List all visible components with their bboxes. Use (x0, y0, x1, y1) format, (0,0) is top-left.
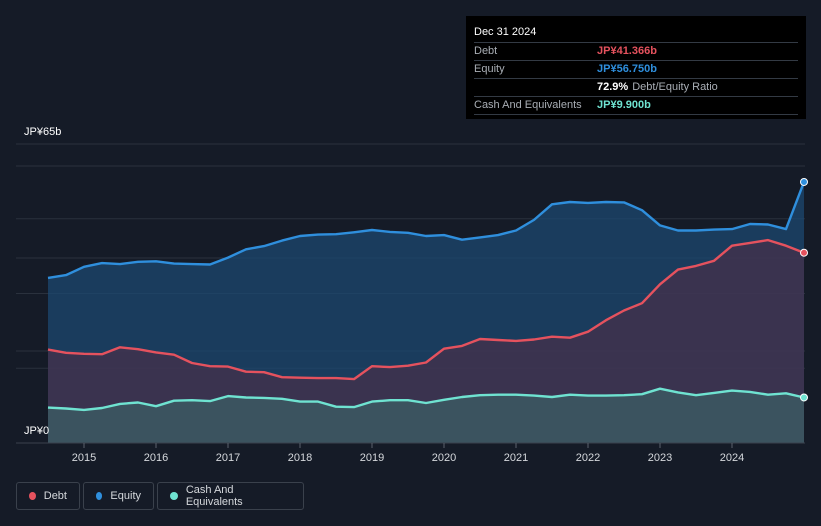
y-axis-max-label: JP¥65b (24, 126, 62, 138)
legend-label: Debt (43, 490, 67, 502)
x-tick-label: 2021 (504, 452, 528, 464)
tooltip-label: Cash And Equivalents (474, 99, 582, 111)
cash-and-equivalents-line (47, 387, 805, 412)
equity-dot-icon (96, 492, 103, 500)
tooltip-value: JP¥56.750b (597, 63, 657, 75)
debt-endpoint (800, 248, 808, 257)
debt-area (48, 240, 804, 443)
tooltip-row-equity: Equity JP¥56.750b (474, 60, 798, 78)
x-tick-label: 2023 (648, 452, 672, 464)
tooltip-label: Debt (474, 45, 498, 57)
equity-endpoint (800, 177, 808, 186)
x-tick-label: 2019 (360, 452, 384, 464)
legend-item-cash[interactable]: Cash And Equivalents (157, 482, 304, 510)
x-tick-label: 2015 (72, 452, 96, 464)
x-tick-label: 2022 (576, 452, 600, 464)
tooltip-row-cash: Cash And Equivalents JP¥9.900b (474, 96, 798, 115)
tooltip: Dec 31 2024 Debt JP¥41.366b Equity JP¥56… (466, 16, 806, 119)
tooltip-value: 72.9% (597, 81, 629, 93)
tooltip-date: Dec 31 2024 (474, 26, 537, 38)
x-tick-label: 2024 (720, 452, 744, 464)
tooltip-row-debt: Debt JP¥41.366b (474, 42, 798, 60)
tooltip-extra: Debt/Equity Ratio (632, 81, 718, 93)
series-lines (47, 181, 806, 412)
x-axis: 2015 2016 2017 2018 2019 2020 2021 2022 2023 2024 (16, 442, 805, 464)
cash-and-equivalents-area (48, 388, 804, 443)
legend-item-debt[interactable]: Debt (16, 482, 80, 510)
x-tick-label: 2018 (288, 452, 312, 464)
legend-item-equity[interactable]: Equity (83, 482, 154, 510)
cash-dot-icon (170, 492, 178, 500)
x-tick-label: 2017 (216, 452, 240, 464)
debt-line (47, 238, 805, 381)
equity-line (47, 181, 806, 280)
debt-dot-icon (29, 492, 36, 500)
legend-label: Equity (110, 490, 141, 502)
legend-label: Cash And Equivalents (185, 484, 243, 508)
tooltip-label (474, 79, 597, 96)
tooltip-row-ratio: 72.9% Debt/Equity Ratio (474, 78, 798, 96)
tooltip-value: JP¥9.900b (597, 99, 651, 111)
tooltip-value: JP¥41.366b (597, 45, 657, 57)
series-endpoints (800, 177, 808, 402)
x-tick-label: 2020 (432, 452, 456, 464)
series-areas (48, 181, 804, 443)
cash-and-equivalents-endpoint (800, 393, 808, 402)
tooltip-label: Equity (474, 63, 505, 75)
x-tick-label: 2016 (144, 452, 168, 464)
y-axis-min-label: JP¥0 (24, 425, 50, 437)
